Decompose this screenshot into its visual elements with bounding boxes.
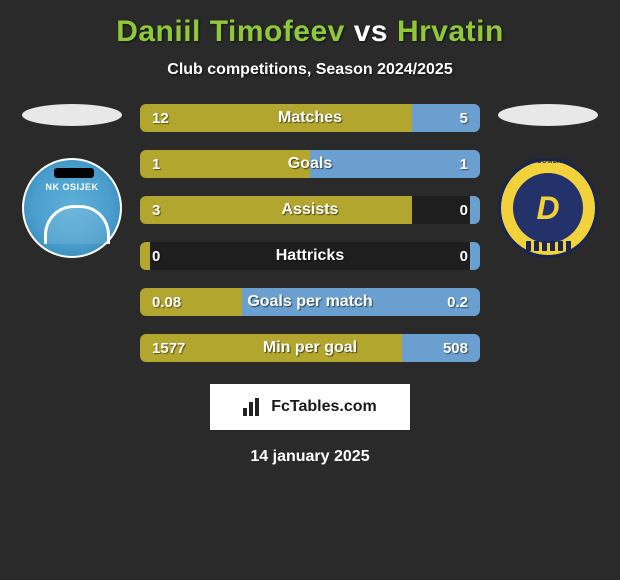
badge-right-arc: NK DOMŽALE — [509, 159, 587, 165]
stat-row: 125Matches — [140, 104, 480, 132]
vs-text: vs — [354, 15, 388, 48]
player2-silhouette — [498, 104, 598, 126]
stat-row: 30Assists — [140, 196, 480, 224]
player1-silhouette — [22, 104, 122, 126]
badge-right-letter: D — [536, 190, 559, 227]
subtitle: Club competitions, Season 2024/2025 — [167, 61, 452, 79]
comparison-card: Daniil Timofeev vs Hrvatin Club competit… — [0, 0, 620, 466]
player1-name: Daniil Timofeev — [116, 15, 345, 48]
stat-label: Min per goal — [140, 339, 480, 357]
club-badge-domzale: NK DOMŽALE D — [498, 158, 598, 258]
stat-row: 11Goals — [140, 150, 480, 178]
stat-label: Goals per match — [140, 293, 480, 311]
right-side: NK DOMŽALE D — [498, 104, 598, 258]
badge-right-inner: D — [513, 173, 583, 243]
left-side: NK OSIJEK — [22, 104, 122, 258]
stat-label: Assists — [140, 201, 480, 219]
date-text: 14 january 2025 — [250, 448, 369, 466]
stats-bars: 125Matches 11Goals 30Assists 00Hattricks 0.0… — [140, 104, 480, 362]
brand-box[interactable]: FcTables.com — [210, 384, 410, 430]
stat-label: Hattricks — [140, 247, 480, 265]
stat-row: 00Hattricks — [140, 242, 480, 270]
brand-text: FcTables.com — [271, 398, 377, 416]
page-title: Daniil Timofeev vs Hrvatin — [116, 15, 504, 49]
stat-row: 1577508Min per goal — [140, 334, 480, 362]
badge-left-text: NK OSIJEK — [45, 182, 98, 192]
stat-label: Matches — [140, 109, 480, 127]
stat-label: Goals — [140, 155, 480, 173]
stat-row: 0.080.2Goals per match — [140, 288, 480, 316]
club-badge-osijek: NK OSIJEK — [22, 158, 122, 258]
player2-name: Hrvatin — [397, 15, 504, 48]
main-layout: NK OSIJEK 125Matches 11Goals 30Assists 00Ha… — [0, 104, 620, 362]
bar-chart-icon — [243, 398, 265, 416]
badge-right-stripes — [519, 241, 577, 251]
